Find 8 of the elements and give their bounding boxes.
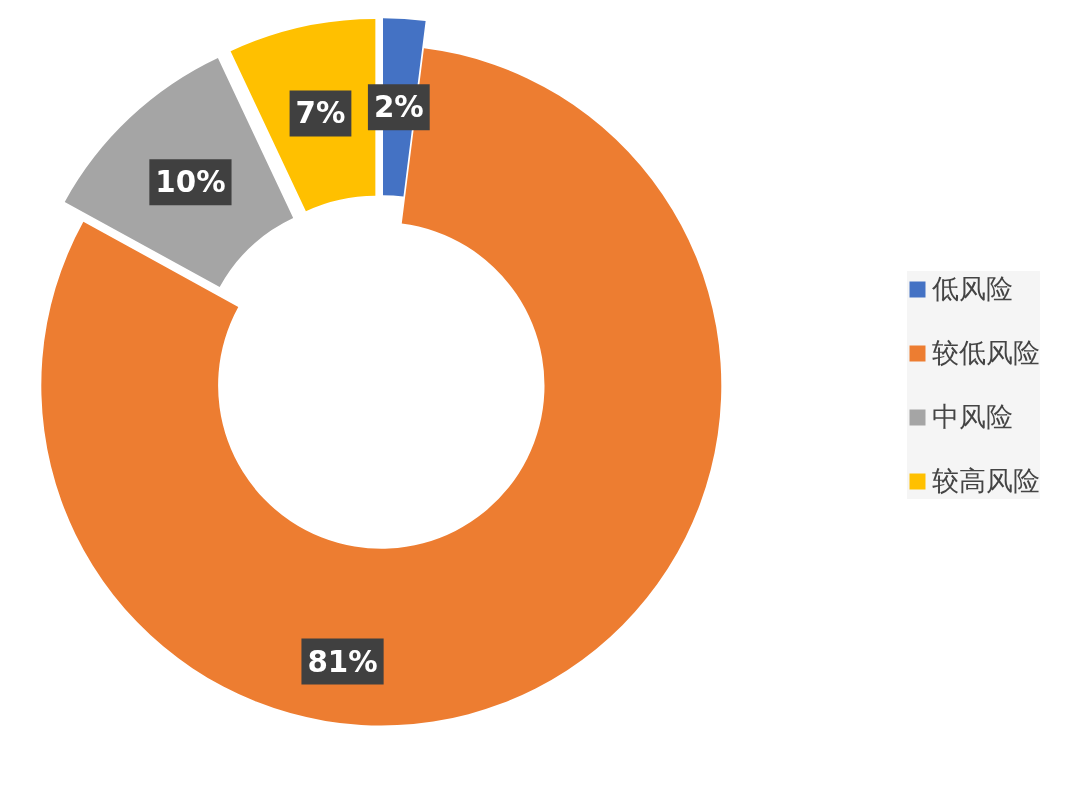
- legend-label: 较低风险: [932, 336, 1040, 370]
- data-label: 81%: [307, 644, 378, 679]
- legend-label: 中风险: [932, 400, 1013, 434]
- legend-label: 低风险: [932, 272, 1013, 306]
- data-label: 2%: [373, 90, 424, 125]
- data-label: 7%: [295, 96, 346, 131]
- legend-label: 较高风险: [932, 464, 1040, 498]
- data-label: 10%: [155, 165, 226, 200]
